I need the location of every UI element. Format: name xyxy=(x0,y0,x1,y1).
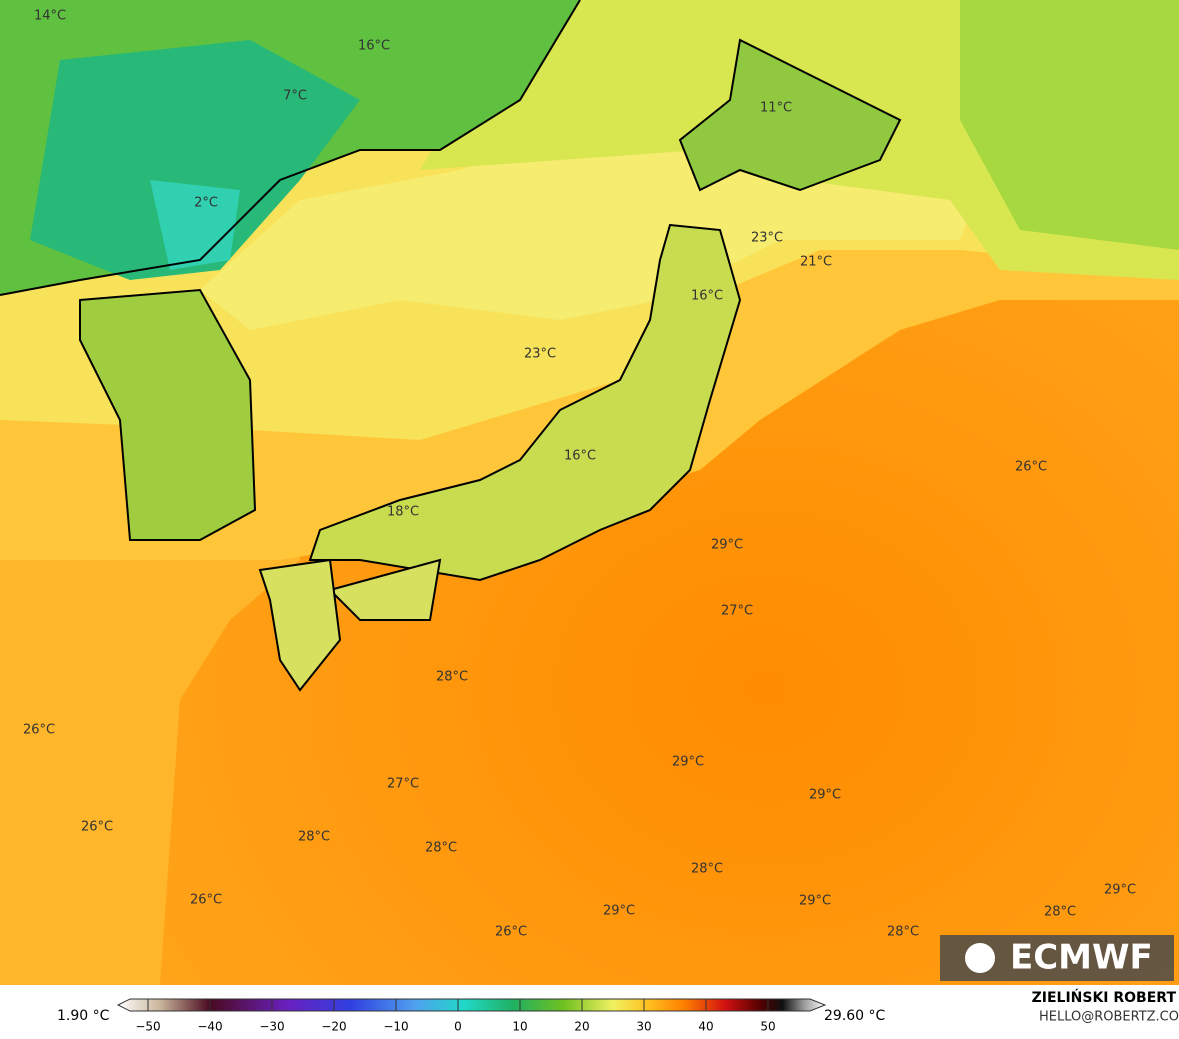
temp-label: 27°C xyxy=(387,777,419,792)
colorbar-tick-label: −30 xyxy=(259,1020,284,1034)
temp-label: 26°C xyxy=(190,893,222,908)
temp-label: 18°C xyxy=(387,505,419,520)
colorbar-tick-label: 10 xyxy=(512,1020,527,1034)
colorbar xyxy=(116,998,827,1012)
temp-label: 14°C xyxy=(34,9,66,24)
temp-label: 26°C xyxy=(23,723,55,738)
temp-label: 23°C xyxy=(751,231,783,246)
coastline xyxy=(0,0,581,296)
temp-label: 29°C xyxy=(799,894,831,909)
temp-label: 29°C xyxy=(809,788,841,803)
colorbar-tick-label: 30 xyxy=(636,1020,651,1034)
temp-label: 11°C xyxy=(760,101,792,116)
min-label: 1.90 °C xyxy=(57,1008,110,1024)
temp-label: 28°C xyxy=(887,925,919,940)
temp-label: 27°C xyxy=(721,604,753,619)
temperature-labels: 14°C 16°C 7°C 2°C 11°C 23°C 21°C 16°C 23°C 26°C 16… xyxy=(23,9,1136,940)
temp-label: 28°C xyxy=(1044,905,1076,920)
max-label: 29.60 °C xyxy=(824,1008,886,1024)
temp-label: 29°C xyxy=(1104,883,1136,898)
temp-label: 7°C xyxy=(283,89,307,104)
temp-label: 21°C xyxy=(800,255,832,270)
colorbar-tick-label: 20 xyxy=(574,1020,589,1034)
colorbar-tick-label: 0 xyxy=(454,1020,462,1034)
logo: ECMWF xyxy=(940,935,1174,981)
temp-label: 23°C xyxy=(524,347,556,362)
colorbar-tick-label: 40 xyxy=(698,1020,713,1034)
colorbar-tick-label: 50 xyxy=(760,1020,775,1034)
colorbar-ticks: −50 −40 −30 −20 −10 0 10 20 30 40 50 xyxy=(135,999,776,1034)
temp-label: 29°C xyxy=(711,538,743,553)
temp-label: 28°C xyxy=(425,841,457,856)
temp-label: 29°C xyxy=(603,904,635,919)
colorbar-tick-label: −20 xyxy=(321,1020,346,1034)
credit-email: HELLO@ROBERTZ.CO xyxy=(1039,1010,1179,1025)
colorbar-tick-label: −10 xyxy=(383,1020,408,1034)
temp-label: 26°C xyxy=(495,925,527,940)
temp-label: 29°C xyxy=(672,755,704,770)
temp-label: 28°C xyxy=(436,670,468,685)
temp-label: 2°C xyxy=(194,196,218,211)
temp-label: 16°C xyxy=(358,39,390,54)
temp-label: 28°C xyxy=(298,830,330,845)
temp-label: 26°C xyxy=(1015,460,1047,475)
temp-label: 28°C xyxy=(691,862,723,877)
temp-label: 16°C xyxy=(691,289,723,304)
credit-name: ZIELIŃSKI ROBERT xyxy=(1032,988,1177,1006)
colorbar-tick-label: −50 xyxy=(135,1020,160,1034)
temp-label: 26°C xyxy=(81,820,113,835)
colorbar-tick-label: −40 xyxy=(197,1020,222,1034)
land xyxy=(79,38,902,692)
temp-label: 16°C xyxy=(564,449,596,464)
logo-text: ECMWF xyxy=(1010,938,1153,978)
